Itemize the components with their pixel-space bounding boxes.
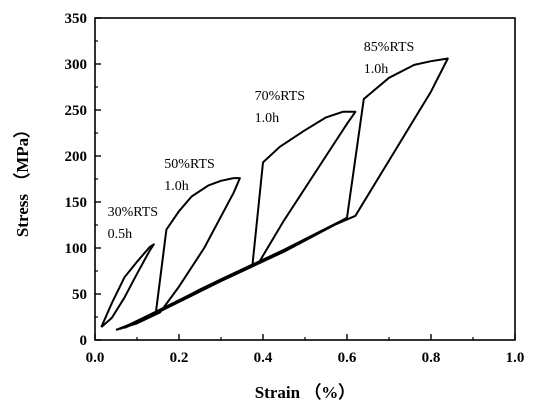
curve-label-line: 1.0h [164,179,189,194]
curve-label-2: 50%RTS 1.0h [164,157,215,194]
hysteresis-curve-3 [123,110,357,329]
x-tick-label: 0.8 [422,350,441,366]
curve-label-3: 70%RTS 1.0h [255,89,306,126]
x-tick-label: 0.2 [170,350,189,366]
curve-label-4: 85%RTS 1.0h [364,40,415,77]
y-tick-label: 100 [65,241,88,257]
y-axis-title: Stress （MPa） [12,121,32,237]
x-axis-ticks: 0.0 0.2 0.4 0.6 0.8 1.0 [86,334,525,366]
curve-label-line: 1.0h [364,62,389,77]
x-tick-label: 0.6 [338,350,357,366]
curve-label-1: 30%RTS 0.5h [108,205,159,242]
hysteresis-curve-2 [115,177,241,331]
y-tick-label: 0 [80,333,88,349]
curves [100,57,449,331]
y-tick-label: 250 [65,103,88,119]
y-tick-label: 350 [65,11,88,27]
curve-label-line: 50%RTS [164,157,215,172]
curve-label-line: 70%RTS [255,89,306,104]
hysteresis-curve-4 [119,57,449,330]
annotations: 30%RTS 0.5h 50%RTS 1.0h 70%RTS 1.0h 85%RTS 1.0h [108,40,415,242]
curve-label-line: 1.0h [255,111,280,126]
x-tick-label: 1.0 [506,350,525,366]
y-tick-label: 150 [65,195,88,211]
hysteresis-curve-1 [100,243,155,328]
y-axis-ticks: 0 50 100 150 200 250 300 350 [65,11,101,349]
x-tick-label: 0.4 [254,350,273,366]
y-tick-label: 300 [65,57,88,73]
curve-label-line: 85%RTS [364,40,415,55]
curve-label-line: 30%RTS [108,205,159,220]
curve-label-line: 0.5h [108,227,133,242]
y-tick-label: 200 [65,149,88,165]
x-axis-title: Strain （%） [255,382,356,402]
y-tick-label: 50 [72,287,87,303]
x-tick-label: 0.0 [86,350,105,366]
